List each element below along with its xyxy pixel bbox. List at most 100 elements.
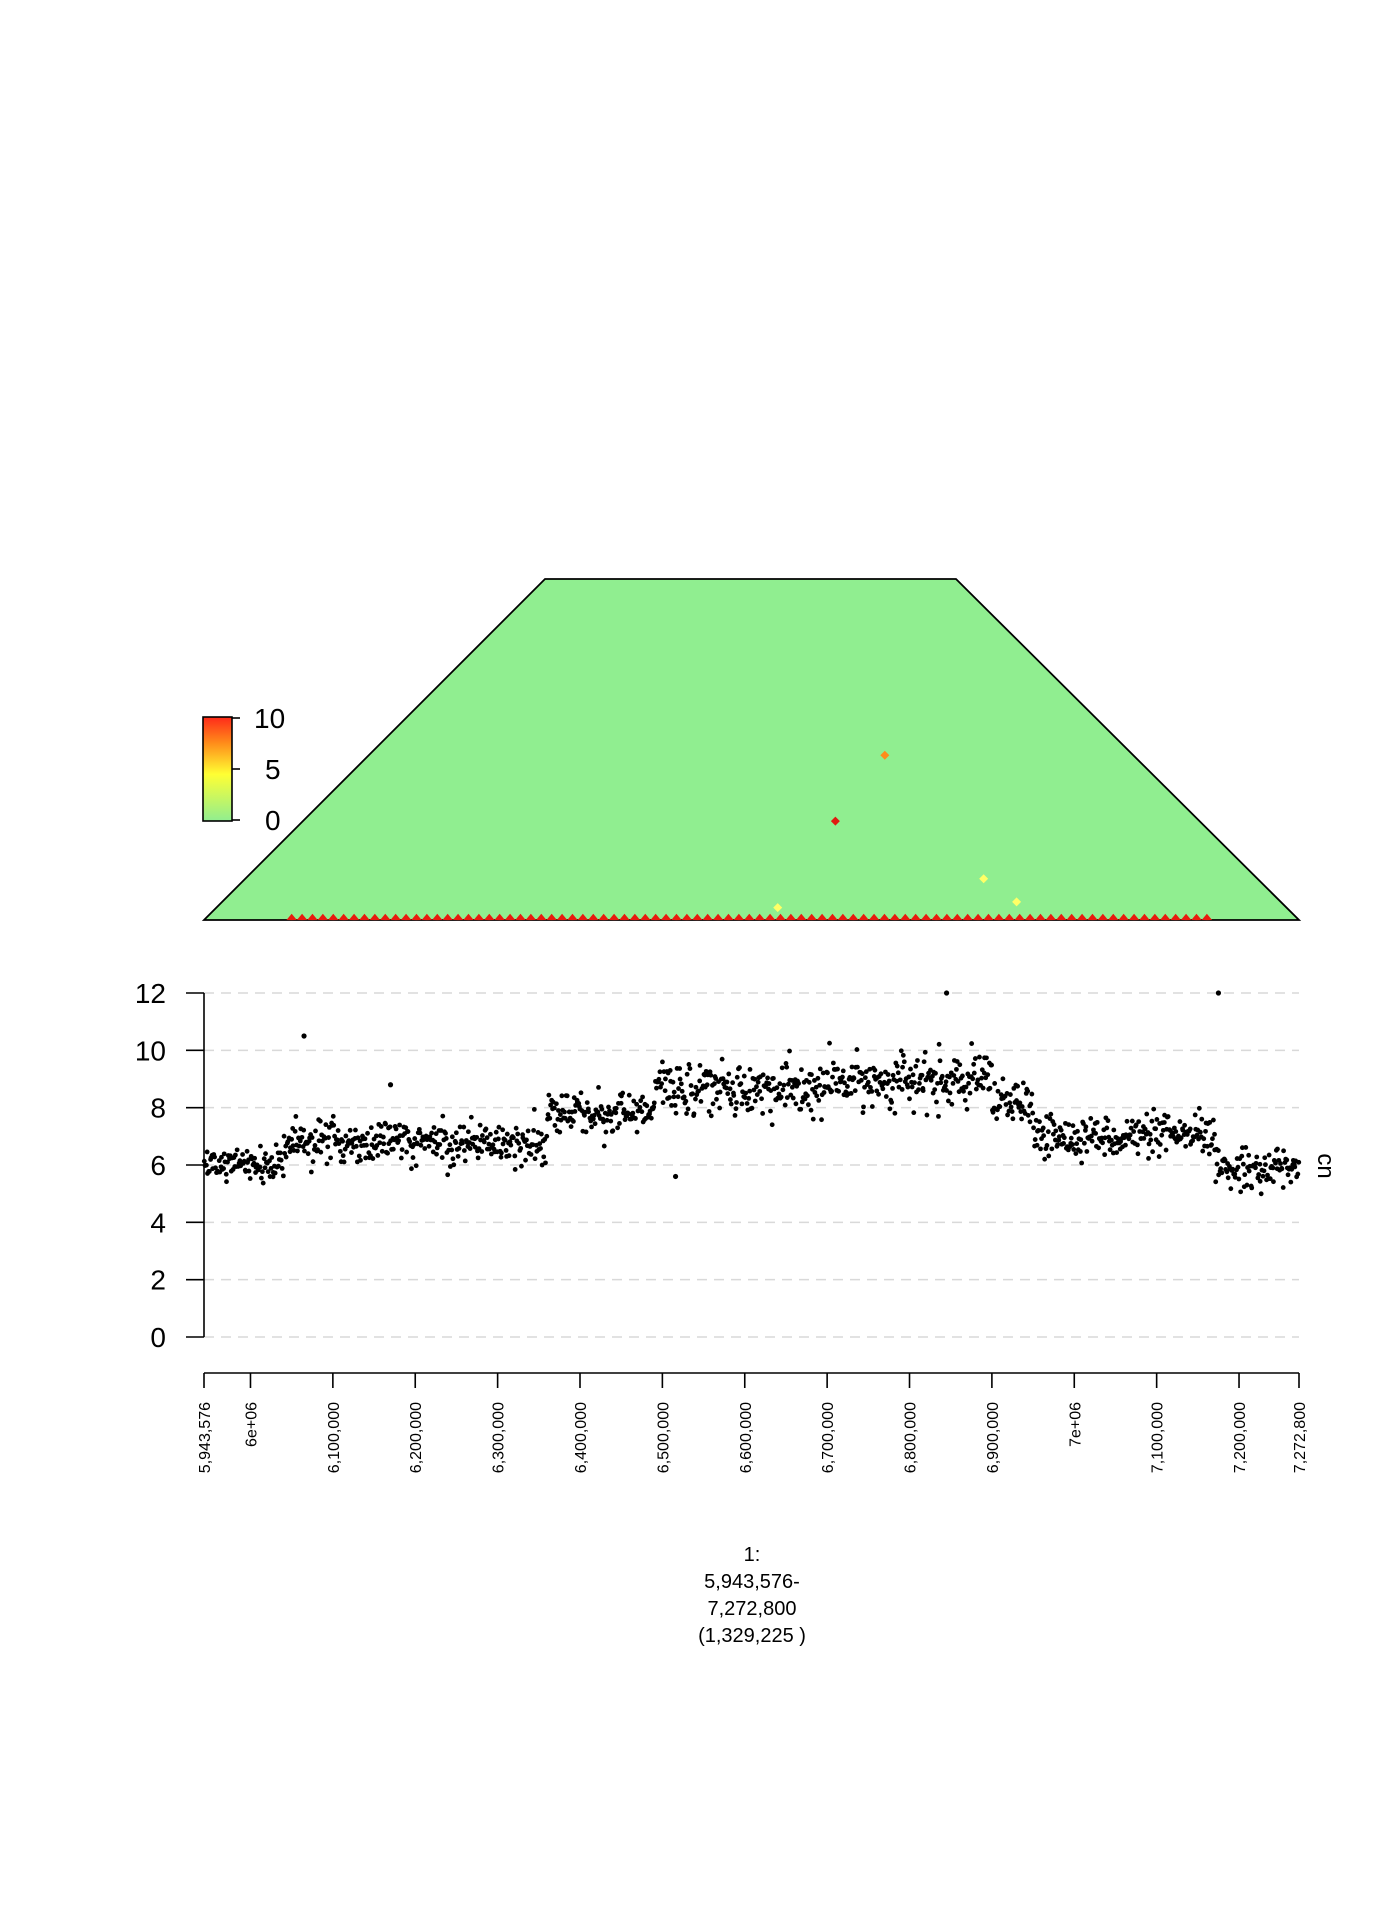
scatter-point: [439, 1155, 445, 1160]
heatmap-diagonal-cell: [962, 913, 973, 921]
scatter-point: [1038, 1146, 1043, 1152]
scatter-point: [443, 1136, 449, 1141]
heatmap-diagonal-cell: [463, 913, 474, 921]
scatter-point: [913, 1063, 919, 1069]
heatmap-diagonal-cell: [1045, 913, 1057, 921]
scatter-point: [994, 1116, 1000, 1122]
heatmap-diagonal-cell: [806, 913, 817, 921]
scatter-point: [738, 1081, 744, 1087]
scatter-point: [895, 1070, 901, 1076]
scatter-point: [465, 1129, 471, 1135]
scatter-point: [516, 1140, 522, 1146]
scatter-point: [515, 1131, 521, 1137]
heatmap-diagonal-cell: [598, 913, 609, 921]
scatter-point: [1056, 1134, 1062, 1140]
x-tick-label: 6,800,000: [903, 1402, 920, 1473]
scatter-point: [472, 1144, 478, 1150]
scatter-point: [684, 1071, 690, 1077]
scatter-point: [672, 1102, 678, 1108]
scatter-point: [1267, 1176, 1273, 1182]
scatter-point: [1126, 1136, 1132, 1142]
scatter-point: [1243, 1145, 1249, 1150]
scatter-point: [860, 1110, 866, 1116]
scatter-point: [1232, 1174, 1238, 1180]
scatter-point: [380, 1134, 386, 1140]
scatter-point: [525, 1128, 531, 1134]
scatter-point: [672, 1173, 679, 1180]
scatter-point: [1135, 1142, 1140, 1148]
scatter-point: [556, 1108, 561, 1113]
scatter-point: [657, 1069, 663, 1075]
scatter-point: [269, 1155, 275, 1160]
scatter-point: [460, 1140, 465, 1146]
scatter-point: [980, 1085, 986, 1091]
scatter-point: [1075, 1128, 1080, 1134]
x-tick-label: 7,200,000: [1232, 1402, 1249, 1473]
scatter-point: [654, 1085, 659, 1091]
scatter-point: [310, 1159, 316, 1165]
y-tick-label: 6: [150, 1150, 166, 1181]
heatmap-diagonal-cell: [577, 913, 589, 921]
scatter-point: [937, 1058, 943, 1064]
scatter-point: [512, 1153, 518, 1159]
scatter-point: [1053, 1128, 1059, 1134]
scatter-point: [618, 1100, 624, 1106]
scatter-point: [693, 1084, 699, 1090]
scatter-point: [985, 1072, 991, 1078]
heatmap-diagonal-cell: [983, 913, 994, 921]
scatter-point: [1078, 1137, 1084, 1143]
scatter-point: [467, 1146, 473, 1151]
scatter-point: [836, 1088, 842, 1094]
scatter-point: [1061, 1135, 1067, 1141]
scatter-point: [779, 1065, 785, 1071]
scatter-point: [677, 1076, 683, 1082]
scatter-point: [571, 1119, 576, 1124]
heatmap-diagonal-cell: [442, 913, 453, 921]
scatter-point: [1061, 1141, 1066, 1146]
scatter-point: [706, 1109, 712, 1114]
scatter-point: [936, 1041, 942, 1047]
scatter-point: [1270, 1165, 1276, 1171]
scatter-point: [445, 1172, 451, 1178]
scatter-point: [1094, 1119, 1100, 1125]
heatmap-diagonal-cell: [1108, 913, 1119, 921]
scatter-point: [842, 1080, 847, 1086]
scatter-point: [1088, 1116, 1094, 1121]
scatter-point: [312, 1143, 318, 1148]
scatter-point: [1279, 1166, 1285, 1172]
scatter-point: [349, 1150, 354, 1155]
scatter-point: [644, 1103, 650, 1109]
heatmap-diagonal-cell: [1191, 913, 1202, 921]
scatter-point: [1196, 1105, 1202, 1111]
scatter-point: [858, 1077, 864, 1083]
scatter-point: [302, 1148, 307, 1154]
scatter-point: [752, 1098, 758, 1104]
x-tick-label: 6,900,000: [985, 1402, 1002, 1473]
scatter-point: [964, 1106, 970, 1112]
scatter-point: [944, 1088, 949, 1093]
scatter-point: [500, 1127, 506, 1133]
scatter-point: [660, 1059, 665, 1065]
scatter-point: [375, 1153, 381, 1158]
scatter-point: [224, 1179, 229, 1185]
scatter-point: [916, 1087, 921, 1093]
scatter-point: [833, 1081, 839, 1086]
scatter-point: [886, 1078, 892, 1084]
scatter-point: [1088, 1133, 1094, 1139]
scatter-point: [1149, 1118, 1155, 1124]
scatter-point: [1199, 1116, 1205, 1122]
scatter-point: [1000, 1076, 1006, 1082]
y-axis-ticks: 0 2 4 6 8 10 12: [135, 978, 204, 1353]
scatter-point: [407, 1139, 413, 1144]
scatter-point: [945, 1098, 951, 1104]
x-axis-label-line: (1,329,225 ): [698, 1625, 806, 1647]
x-tick-label: 7e+06: [1067, 1402, 1084, 1447]
x-tick-label: 6,200,000: [408, 1402, 425, 1473]
scatter-point: [518, 1145, 524, 1151]
x-axis-label-line: 1:: [744, 1544, 761, 1566]
scatter-point: [932, 1087, 938, 1092]
heatmap-diagonal-cell: [588, 913, 599, 921]
x-tick-label: 6,700,000: [820, 1402, 837, 1473]
scatter-point: [1007, 1100, 1013, 1106]
